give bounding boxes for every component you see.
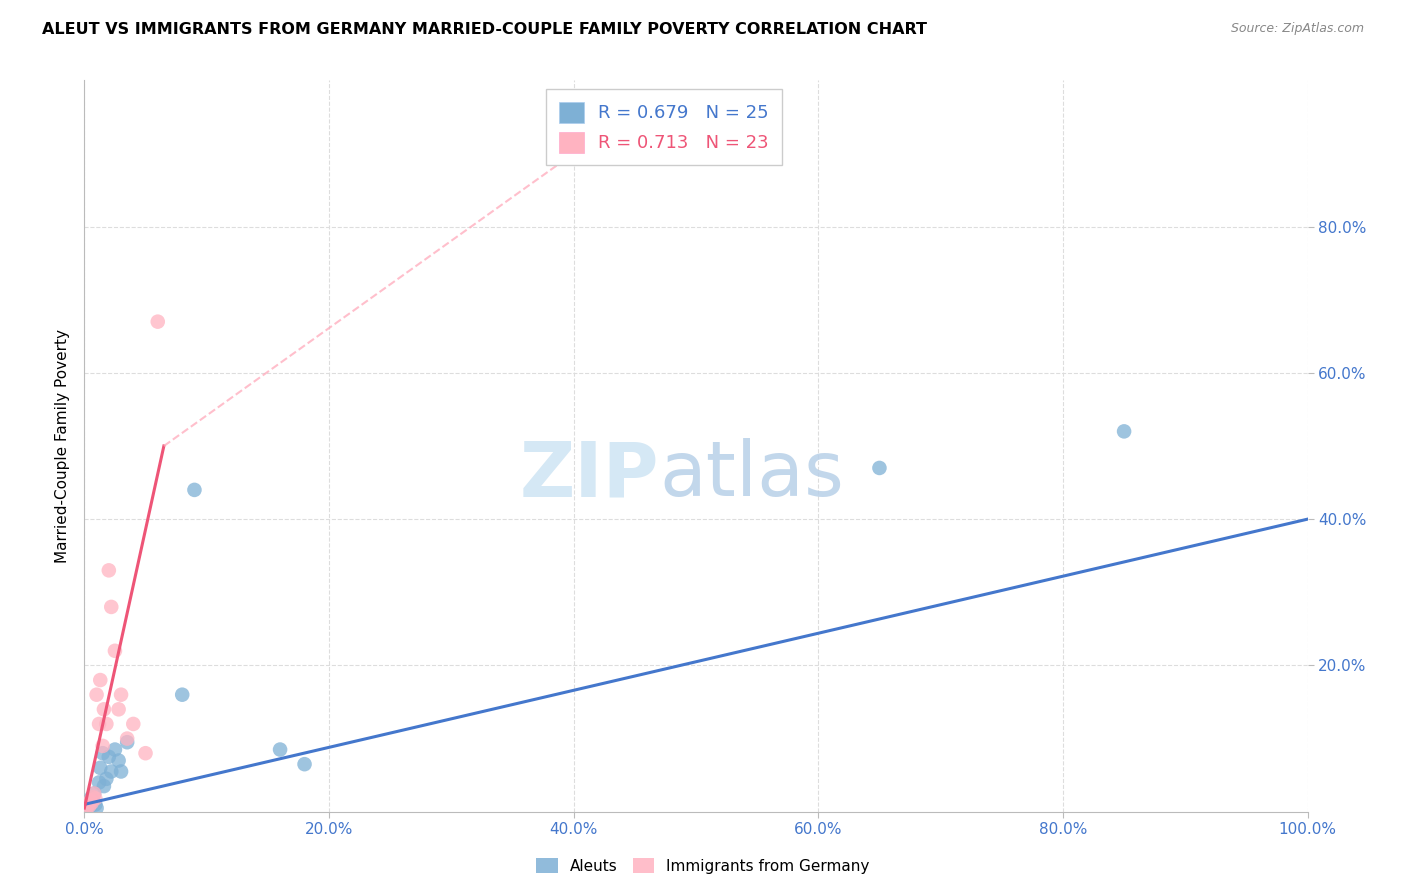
Point bbox=[77, 798, 100, 813]
Point bbox=[87, 717, 110, 731]
Point bbox=[110, 764, 132, 779]
Point bbox=[115, 735, 138, 749]
Point bbox=[82, 790, 104, 805]
Point bbox=[294, 757, 316, 772]
Point bbox=[77, 797, 100, 812]
Point bbox=[91, 746, 114, 760]
Point bbox=[104, 742, 127, 756]
Point bbox=[84, 791, 107, 805]
Point bbox=[86, 801, 108, 815]
Text: ZIP: ZIP bbox=[520, 438, 659, 512]
Point bbox=[96, 717, 118, 731]
Point bbox=[115, 731, 138, 746]
Point bbox=[89, 673, 111, 687]
Point bbox=[89, 761, 111, 775]
Point bbox=[82, 794, 104, 808]
Point bbox=[110, 688, 132, 702]
Point bbox=[104, 644, 127, 658]
Point bbox=[107, 754, 129, 768]
Point bbox=[100, 599, 122, 614]
Point bbox=[91, 739, 114, 753]
Point bbox=[76, 801, 98, 815]
Point bbox=[80, 790, 103, 805]
Point bbox=[79, 798, 101, 813]
Point bbox=[80, 796, 103, 810]
Point bbox=[83, 787, 105, 801]
Point bbox=[172, 688, 194, 702]
Point bbox=[183, 483, 205, 497]
Point bbox=[83, 787, 105, 801]
Point bbox=[76, 801, 98, 815]
Point bbox=[269, 742, 291, 756]
Point bbox=[86, 688, 108, 702]
Point bbox=[79, 794, 101, 808]
Legend: R = 0.679   N = 25, R = 0.713   N = 23: R = 0.679 N = 25, R = 0.713 N = 23 bbox=[546, 89, 782, 165]
Point bbox=[77, 797, 100, 812]
Point bbox=[1114, 425, 1136, 439]
Point bbox=[135, 746, 157, 760]
Point bbox=[97, 749, 120, 764]
Point bbox=[100, 764, 122, 779]
Point bbox=[93, 779, 115, 793]
Point bbox=[869, 461, 891, 475]
Text: Source: ZipAtlas.com: Source: ZipAtlas.com bbox=[1230, 22, 1364, 36]
Y-axis label: Married-Couple Family Poverty: Married-Couple Family Poverty bbox=[55, 329, 70, 563]
Text: atlas: atlas bbox=[659, 438, 844, 512]
Point bbox=[97, 563, 120, 577]
Point bbox=[93, 702, 115, 716]
Point bbox=[146, 315, 169, 329]
Text: ALEUT VS IMMIGRANTS FROM GERMANY MARRIED-COUPLE FAMILY POVERTY CORRELATION CHART: ALEUT VS IMMIGRANTS FROM GERMANY MARRIED… bbox=[42, 22, 927, 37]
Point bbox=[107, 702, 129, 716]
Point bbox=[122, 717, 145, 731]
Point bbox=[87, 775, 110, 789]
Point bbox=[84, 797, 107, 812]
Point bbox=[96, 772, 118, 786]
Legend: Aleuts, Immigrants from Germany: Aleuts, Immigrants from Germany bbox=[530, 852, 876, 880]
